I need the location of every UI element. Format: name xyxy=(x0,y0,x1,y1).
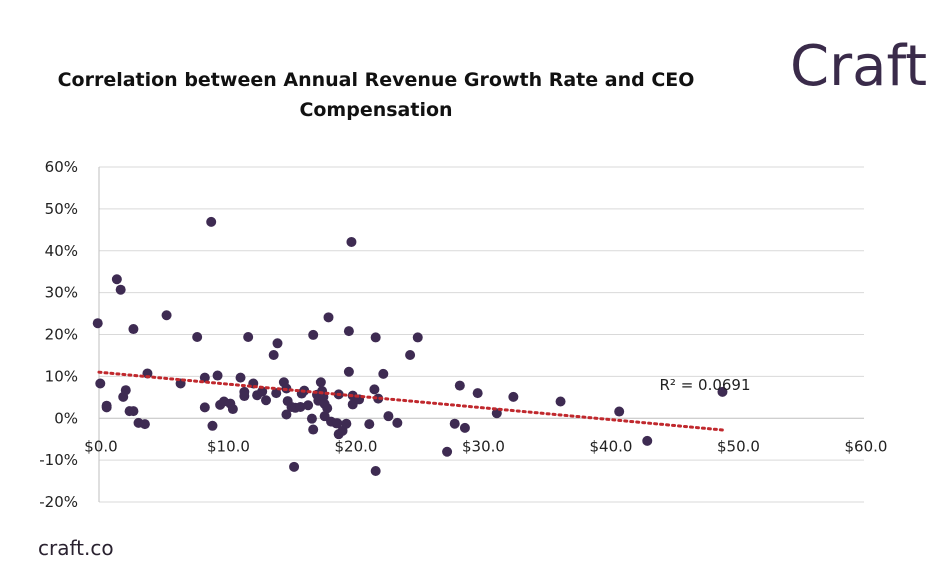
data-point xyxy=(306,413,317,424)
trendline-group: R² = 0.0691 xyxy=(97,370,751,432)
x-tick-label: $10.0 xyxy=(207,437,250,455)
data-point xyxy=(303,400,314,411)
data-point xyxy=(128,406,139,417)
data-point xyxy=(111,274,122,285)
data-point xyxy=(614,406,625,417)
data-point xyxy=(199,402,210,413)
data-point xyxy=(315,377,326,388)
y-axis-tick-labels: -20% -10% 0% 10% 20% 30% 40% 50% 60% xyxy=(39,158,78,511)
data-point xyxy=(101,402,112,413)
data-point xyxy=(239,391,250,402)
data-point xyxy=(322,403,333,414)
y-tick-label: 30% xyxy=(45,284,78,302)
data-point xyxy=(289,461,300,472)
data-point xyxy=(192,332,203,343)
data-point xyxy=(412,332,423,343)
craft-logo: Craft xyxy=(790,34,928,99)
y-tick-label: 20% xyxy=(45,326,78,344)
y-tick-label: 60% xyxy=(45,158,78,176)
data-point xyxy=(115,284,126,295)
data-point xyxy=(392,417,403,428)
y-tick-label: 50% xyxy=(45,200,78,218)
data-point xyxy=(139,419,150,430)
data-point xyxy=(92,318,103,329)
footer-source: craft.co xyxy=(38,536,114,560)
data-point xyxy=(235,372,246,383)
r-squared-label: R² = 0.0691 xyxy=(659,376,750,394)
data-point xyxy=(268,350,279,361)
y-tick-label: 10% xyxy=(45,367,78,385)
data-point xyxy=(281,409,292,420)
data-point xyxy=(343,366,354,377)
data-point xyxy=(369,384,380,395)
gridlines xyxy=(99,166,864,503)
data-point xyxy=(555,396,566,407)
data-point xyxy=(642,435,653,446)
data-point xyxy=(212,370,223,381)
x-tick-label: $50.0 xyxy=(717,437,760,455)
data-point xyxy=(199,372,210,383)
data-point xyxy=(378,368,389,379)
data-point xyxy=(243,332,254,343)
data-point xyxy=(370,466,381,477)
data-point xyxy=(332,418,343,429)
data-point xyxy=(508,391,519,402)
x-tick-label: $30.0 xyxy=(462,437,505,455)
data-point xyxy=(442,446,453,457)
chart-title-line-1: Correlation between Annual Revenue Growt… xyxy=(58,69,695,91)
data-point xyxy=(227,404,238,415)
data-point xyxy=(261,395,272,406)
data-point xyxy=(459,422,470,433)
data-point xyxy=(308,329,319,340)
data-point xyxy=(206,216,217,227)
data-point xyxy=(95,378,106,389)
data-point xyxy=(373,393,384,404)
data-point xyxy=(308,424,319,435)
data-point xyxy=(454,380,465,391)
chart-title: Correlation between Annual Revenue Growt… xyxy=(58,69,695,121)
data-point xyxy=(295,401,306,412)
data-point xyxy=(383,411,394,422)
trendline xyxy=(97,370,724,432)
y-tick-label: -20% xyxy=(39,493,78,511)
data-point xyxy=(120,385,131,396)
data-point xyxy=(128,324,139,335)
chart-title-line-2: Compensation xyxy=(299,99,452,121)
y-tick-label: 40% xyxy=(45,242,78,260)
x-axis-tick-labels: $0.0 $10.0 $20.0 $30.0 $40.0 $50.0 $60.0 xyxy=(84,437,887,455)
x-tick-label: $0.0 xyxy=(84,437,117,455)
data-point xyxy=(449,418,460,429)
data-point xyxy=(207,420,218,431)
x-tick-label: $20.0 xyxy=(335,437,378,455)
data-point xyxy=(272,338,283,349)
data-point xyxy=(323,312,334,323)
data-point xyxy=(472,388,483,399)
data-point xyxy=(405,350,416,361)
data-point xyxy=(370,332,381,343)
data-point xyxy=(271,388,282,399)
y-tick-label: 0% xyxy=(54,409,78,427)
data-point xyxy=(717,386,728,397)
data-point xyxy=(364,419,375,430)
x-tick-label: $40.0 xyxy=(590,437,633,455)
data-point xyxy=(341,418,352,429)
data-point xyxy=(346,236,357,247)
data-point xyxy=(343,326,354,337)
axes xyxy=(98,167,864,502)
y-tick-label: -10% xyxy=(39,451,78,469)
data-point xyxy=(257,386,268,397)
data-points xyxy=(92,216,728,477)
data-point xyxy=(161,310,172,321)
x-tick-label: $60.0 xyxy=(845,437,888,455)
